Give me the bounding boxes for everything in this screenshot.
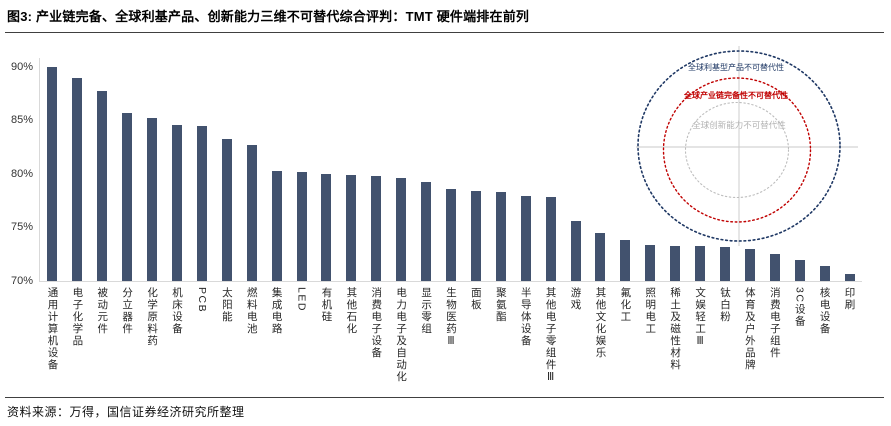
x-label: 半导体设备 — [519, 287, 532, 347]
bar — [645, 244, 656, 281]
bar — [346, 174, 357, 281]
inner-ring — [684, 101, 790, 199]
x-label: 其他石化 — [345, 287, 358, 335]
bar — [495, 192, 506, 281]
title-divider — [5, 32, 884, 33]
bar — [321, 173, 332, 281]
x-label: 体育及户外品牌 — [743, 287, 756, 371]
x-label: 消费电子设备 — [370, 287, 383, 359]
bar — [196, 125, 207, 281]
bar — [271, 170, 282, 281]
bar — [147, 118, 158, 281]
bar — [296, 171, 307, 281]
figure-title: 图3: 产业链完备、全球利基产品、创新能力三维不可替代综合评判：TMT 硬件端排… — [7, 9, 530, 24]
bar — [72, 77, 83, 281]
y-tick: 70% — [10, 275, 33, 287]
bar — [470, 191, 481, 281]
bar — [520, 196, 531, 281]
bar — [844, 273, 855, 281]
x-label: 氟化工 — [619, 287, 632, 323]
bar — [221, 138, 232, 281]
y-tick: 85% — [10, 114, 33, 127]
bar — [545, 197, 556, 281]
x-label: PCB — [195, 287, 208, 314]
x-label: 有机硅 — [320, 287, 333, 323]
y-tick: 75% — [10, 221, 33, 234]
x-label: 机床设备 — [171, 287, 183, 335]
bar — [794, 259, 805, 281]
outer-ring — [637, 50, 841, 242]
x-label: 化学原料药 — [146, 287, 159, 347]
x-label: 生物医药Ⅲ — [445, 287, 457, 349]
x-label: 稀土及磁性材料 — [669, 287, 682, 371]
bar — [47, 66, 58, 281]
bar — [620, 240, 631, 281]
y-axis-line — [39, 58, 40, 281]
x-label: 太阳能 — [220, 287, 233, 323]
x-label: 文娱轻工Ⅲ — [694, 287, 707, 349]
bar — [396, 178, 407, 281]
x-label: 面板 — [469, 287, 482, 311]
x-label: 被动元件 — [96, 287, 109, 335]
bar — [720, 246, 730, 281]
x-label: 3C设备 — [793, 287, 806, 328]
x-label: 燃料电池 — [245, 287, 258, 335]
x-label: 聚氨酯 — [494, 287, 507, 323]
bar — [446, 188, 456, 281]
bar — [122, 112, 133, 281]
x-label: 游戏 — [569, 287, 582, 311]
bar — [97, 91, 108, 281]
bar — [570, 221, 581, 281]
x-label: 通用计算机设备 — [46, 287, 59, 371]
x-label: 显示零组 — [420, 287, 433, 335]
inner-ring-label: 全球创新能力不可替代性 — [692, 120, 786, 130]
bar — [172, 124, 182, 281]
irreplaceability-rings-inset: 全球利基型产品不可替代性 全球产业链完备性不可替代性 全球创新能力不可替代性 — [636, 46, 858, 246]
x-label: 集成电路 — [270, 287, 283, 335]
x-label: 照明电工 — [644, 287, 657, 335]
y-tick: 80% — [10, 167, 33, 180]
x-label: 核电设备 — [818, 287, 831, 335]
x-label: 钛白粉 — [719, 287, 731, 323]
x-label: 分立器件 — [121, 287, 134, 335]
source-note: 资料来源：万得，国信证券经济研究所整理 — [7, 405, 245, 419]
x-label: 电力电子及自动化 — [395, 287, 408, 383]
bar — [246, 144, 257, 281]
x-label: 印刷 — [843, 287, 856, 311]
bar — [595, 232, 606, 281]
bar — [744, 248, 755, 281]
bar — [371, 176, 382, 281]
x-label: LED — [295, 287, 308, 312]
bar — [769, 254, 780, 281]
bar — [819, 266, 830, 281]
bar — [695, 245, 706, 281]
bar — [670, 245, 681, 281]
bar — [421, 182, 432, 281]
outer-ring-label: 全球利基型产品不可替代性 — [688, 62, 784, 72]
y-tick: 90% — [10, 60, 33, 73]
x-axis-baseline — [39, 281, 862, 282]
x-label: 其他文化娱乐 — [594, 287, 607, 359]
middle-ring-label: 全球产业链完备性不可替代性 — [683, 90, 788, 100]
x-label: 电子化学品 — [71, 287, 84, 347]
bar-chart: 90% 85% 80% 75% 70% 通用计算机设备 电子化学品 被动元件 分立器件 化学原料… — [0, 40, 891, 400]
footer-divider — [5, 397, 884, 398]
middle-ring — [662, 77, 812, 223]
x-label: 消费电子组件 — [768, 287, 781, 359]
x-label: 其他电子零组件Ⅲ — [544, 287, 557, 385]
